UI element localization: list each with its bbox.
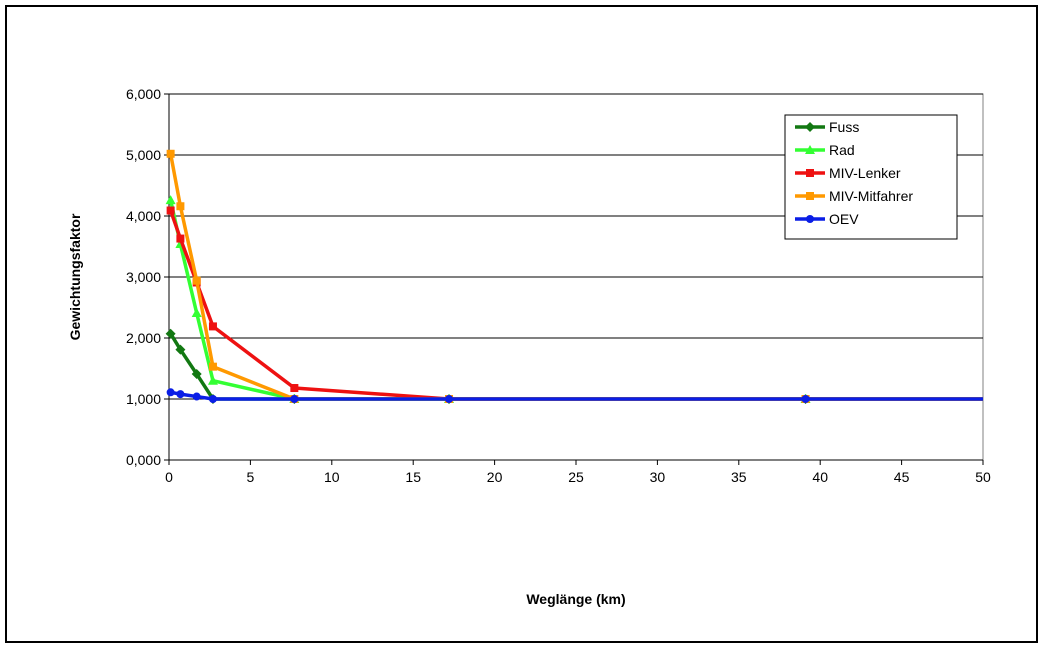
data-point-oev — [166, 388, 175, 397]
legend-item-fuss: Fuss — [795, 119, 859, 135]
legend-marker — [805, 145, 815, 154]
y-tick-labels: 0,000 1,000 2,000 3,000 4,000 5,000 6,000 — [126, 86, 161, 468]
data-point-oev — [801, 395, 810, 403]
x-axis-title: Weglänge (km) — [526, 591, 625, 607]
legend-marker — [806, 215, 814, 223]
x-tick-labels: 0 5 10 15 20 25 30 35 40 45 50 — [165, 460, 991, 485]
data-point-oev — [176, 390, 185, 399]
data-point-miv-mitfahrer — [176, 202, 185, 211]
x-tick-label: 25 — [568, 469, 584, 485]
legend-label: MIV-Mitfahrer — [829, 188, 913, 204]
y-tick-label: 6,000 — [126, 86, 161, 102]
x-tick-label: 10 — [324, 469, 340, 485]
data-point-miv-mitfahrer — [192, 276, 201, 285]
legend-item-oev: OEV — [795, 211, 859, 227]
legend-label: MIV-Lenker — [829, 165, 901, 181]
y-tick-label: 1,000 — [126, 391, 161, 407]
x-tick-label: 50 — [975, 469, 991, 485]
data-point-fuss — [165, 328, 176, 339]
line-chart: 0,000 1,000 2,000 3,000 4,000 5,000 6,000 0 5 10… — [67, 86, 991, 607]
data-point-miv-mitfahrer — [208, 362, 217, 371]
y-tick-label: 0,000 — [126, 452, 161, 468]
legend-label: Rad — [829, 142, 855, 158]
data-point-miv-lenker — [290, 384, 299, 393]
x-tick-label: 35 — [731, 469, 747, 485]
data-point-miv-lenker — [166, 206, 175, 215]
x-tick-label: 45 — [894, 469, 910, 485]
y-axis-title: Gewichtungsfaktor — [67, 213, 83, 340]
chart-frame: 0,000 1,000 2,000 3,000 4,000 5,000 6,000 0 5 10… — [5, 5, 1038, 643]
data-point-oev — [192, 392, 201, 401]
data-point-miv-lenker — [176, 234, 185, 243]
x-tick-label: 20 — [487, 469, 503, 485]
x-tick-label: 5 — [247, 469, 255, 485]
legend: Fuss Rad MIV-Lenker MIV-Mitfahrer OEV — [784, 114, 958, 240]
data-point-oev — [290, 395, 299, 403]
legend-label: Fuss — [829, 119, 859, 135]
legend-item-rad: Rad — [795, 142, 855, 158]
data-point-fuss — [191, 368, 202, 379]
x-tick-label: 15 — [405, 469, 421, 485]
data-point-rad — [165, 195, 176, 205]
y-tick-label: 4,000 — [126, 208, 161, 224]
legend-marker — [806, 169, 814, 177]
series-oev — [166, 388, 983, 403]
legend-item-miv-lenker: MIV-Lenker — [795, 165, 901, 181]
x-tick-label: 0 — [165, 469, 173, 485]
y-tick-label: 2,000 — [126, 330, 161, 346]
data-point-oev — [445, 395, 454, 403]
data-point-miv-lenker — [208, 322, 217, 331]
data-point-rad — [191, 307, 202, 317]
x-tick-label: 40 — [812, 469, 828, 485]
series-lines — [165, 149, 983, 404]
x-tick-label: 30 — [650, 469, 666, 485]
y-tick-label: 3,000 — [126, 269, 161, 285]
y-tick-label: 5,000 — [126, 147, 161, 163]
legend-label: OEV — [829, 211, 859, 227]
data-point-miv-mitfahrer — [166, 149, 175, 158]
data-point-fuss — [175, 344, 186, 355]
legend-item-miv-mitfahrer: MIV-Mitfahrer — [795, 188, 913, 204]
legend-marker — [806, 192, 814, 200]
data-point-oev — [208, 395, 217, 403]
legend-marker — [805, 122, 815, 132]
data-point-rad — [207, 375, 218, 385]
